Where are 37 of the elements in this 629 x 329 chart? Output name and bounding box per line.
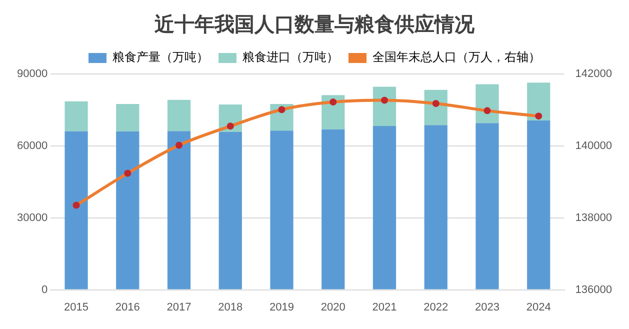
y2-tick-label: 142000 <box>575 68 612 80</box>
legend-label: 全国年末总人口（万人，右轴） <box>372 50 540 64</box>
y-tick-label: 90000 <box>16 68 48 80</box>
bar <box>424 125 448 290</box>
bar <box>64 131 88 290</box>
bar <box>527 82 550 121</box>
bar <box>476 123 499 290</box>
legend-label: 粮食产量（万吨） <box>112 50 208 64</box>
x-tick-label: 2024 <box>526 301 551 314</box>
y-tick-label: 60000 <box>16 140 48 152</box>
y2-tick-label: 136000 <box>575 284 612 296</box>
x-tick-label: 2020 <box>320 301 346 314</box>
bar <box>167 131 191 290</box>
chart-title: 近十年我国人口数量与粮食供应情况 <box>154 12 476 36</box>
bar <box>527 120 550 290</box>
x-tick-label: 2022 <box>424 301 448 314</box>
x-tick-label: 2017 <box>166 301 192 314</box>
x-tick-label: 2021 <box>372 301 397 314</box>
y-tick-label: 0 <box>41 284 48 296</box>
bar <box>372 86 396 126</box>
bar <box>372 126 396 290</box>
bar <box>116 132 140 290</box>
bar <box>218 132 242 290</box>
y2-tick-label: 138000 <box>575 212 612 224</box>
x-tick-label: 2015 <box>64 301 89 314</box>
bar <box>116 104 140 132</box>
y-tick-label: 30000 <box>16 212 48 224</box>
bar <box>270 130 294 290</box>
bar <box>64 101 88 132</box>
y2-tick-label: 140000 <box>575 140 612 152</box>
legend-label: 粮食进口（万吨） <box>242 50 338 64</box>
x-tick-label: 2023 <box>474 301 500 314</box>
bar <box>322 129 345 290</box>
x-tick-label: 2019 <box>270 301 294 314</box>
bar <box>167 100 191 132</box>
x-tick-label: 2016 <box>115 301 140 314</box>
x-tick-label: 2018 <box>218 301 243 314</box>
